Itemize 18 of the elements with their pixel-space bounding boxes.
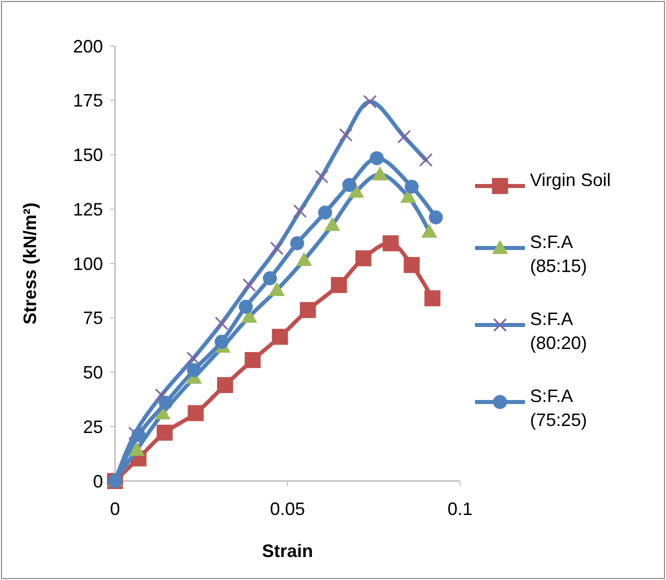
y-tick-label: 25 — [82, 416, 103, 437]
y-tick-label: 0 — [92, 471, 103, 492]
y-tick-label: 200 — [72, 36, 103, 56]
x-tick-label: 0.1 — [447, 499, 473, 519]
legend-label: S:F.A (75:25) — [530, 386, 588, 430]
y-axis-title: Stress (kN/m²) — [20, 202, 40, 325]
x-tick-label: 0.05 — [270, 499, 306, 519]
legend-label: Virgin Soil — [530, 170, 611, 190]
x-tick-label: 0 — [110, 499, 120, 519]
y-tick-label: 150 — [72, 145, 103, 166]
y-tick-label: 50 — [82, 362, 103, 383]
y-tick-label: 175 — [72, 90, 103, 111]
y-tick-label: 125 — [72, 199, 103, 220]
y-tick-label: 100 — [72, 254, 103, 274]
y-tick-label: 75 — [82, 308, 103, 328]
legend-label: S:F.A (85:15) — [530, 232, 588, 276]
legend-label: S:F.A (80:20) — [530, 309, 588, 353]
x-axis-title: Strain — [262, 541, 314, 561]
